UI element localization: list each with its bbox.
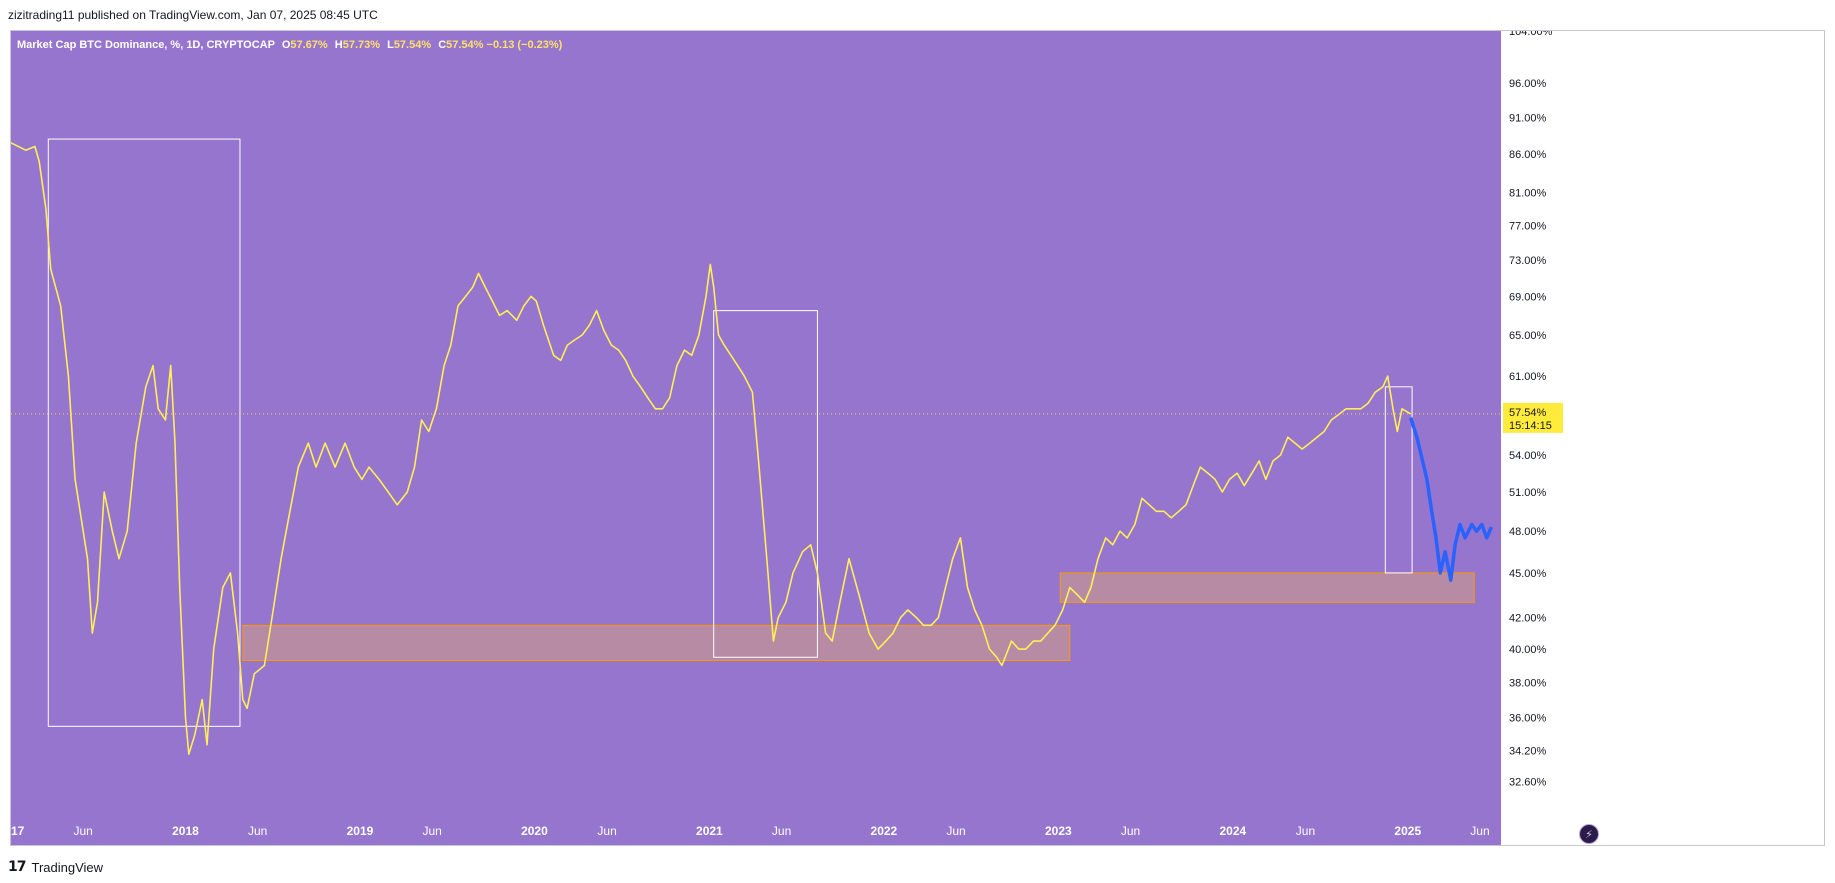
legend-change-value: −0.13 (−0.23%) [486,39,563,51]
x-tick-label: 2021 [696,824,723,838]
footer-brand[interactable]: 17 TradingView [8,856,103,878]
last-price-value: 57.54% [1509,407,1547,419]
y-tick-label: 54.00% [1509,450,1547,462]
y-tick-label: 32.60% [1509,776,1547,788]
legend-high-value: 57.73% [342,39,381,51]
y-tick-label: 42.00% [1509,613,1547,625]
x-tick-label: 2019 [347,824,374,838]
y-tick-label: 77.00% [1509,220,1547,232]
x-tick-label: Jun [1121,824,1140,838]
y-tick-label: 45.00% [1509,568,1547,580]
y-tick-label: 104.00% [1509,31,1553,38]
y-tick-label: 36.00% [1509,712,1547,724]
legend-close-key: C [438,39,447,51]
x-tick-label: Jun [74,824,93,838]
x-tick-label: Jun [772,824,791,838]
x-tick-label: Jun [597,824,616,838]
x-tick-label: 2022 [871,824,898,838]
x-tick-label: 2023 [1045,824,1072,838]
x-tick-label: Jun [1296,824,1315,838]
y-tick-label: 40.00% [1509,644,1547,656]
tradingview-logo-icon: 17 [8,859,27,875]
last-price-countdown: 15:14:15 [1509,420,1552,432]
highlight-box [1384,386,1413,574]
dominance-series-line [11,142,1412,756]
x-tick-label: 2024 [1219,824,1246,838]
x-tick-label: Jun [1470,824,1489,838]
x-tick-label: Jun [248,824,267,838]
y-tick-label: 48.00% [1509,526,1547,538]
y-tick-label: 81.00% [1509,188,1547,200]
legend-open-value: 57.67% [290,39,328,51]
x-tick-label: Jun [422,824,441,838]
y-tick-label: 86.00% [1509,149,1547,161]
published-header: zizitrading11 published on TradingView.c… [8,8,378,22]
y-tick-label: 38.00% [1509,677,1547,689]
x-tick-label: Jun [946,824,965,838]
y-tick-label: 69.00% [1509,291,1547,303]
plot-background [11,31,1501,814]
y-tick-label: 51.00% [1509,487,1547,499]
legend-low-value: 57.54% [393,39,432,51]
y-tick-label: 96.00% [1509,78,1547,90]
y-tick-label: 91.00% [1509,112,1547,124]
price-scale-background [1501,31,1824,845]
time-scale-background [11,814,1501,845]
x-tick-label: 2018 [172,824,199,838]
y-tick-label: 73.00% [1509,255,1547,267]
price-chart[interactable]: 104.00% 96.00% 91.00% 86.00% 81.00% 77.00% 73.… [11,31,1825,846]
footer-brand-label: TradingView [31,859,104,875]
support-zone [242,624,1071,662]
highlight-box [713,310,818,658]
lightning-bolt-icon[interactable]: ⚡ [1579,824,1599,844]
support-zone [1059,572,1475,603]
legend-title: Market Cap BTC Dominance, %, 1D, CRYPTOC… [17,39,275,51]
x-tick-label: 2020 [521,824,548,838]
y-tick-label: 65.00% [1509,330,1547,342]
highlight-box [47,138,241,727]
legend-close-value: 57.54% [446,39,484,51]
chart-panel[interactable]: 104.00% 96.00% 91.00% 86.00% 81.00% 77.00% 73.… [10,30,1825,846]
x-tick-label: 2017 [11,824,25,838]
legend-high-key: H [334,39,343,51]
projection-series-line [1409,417,1494,582]
chart-legend[interactable]: Market Cap BTC Dominance, %, 1D, CRYPTOC… [17,37,562,53]
x-tick-label: 2025 [1394,824,1421,838]
y-tick-label: 61.00% [1509,371,1547,383]
legend-low-key: L [387,39,394,51]
last-price-label-bg [1503,402,1563,433]
legend-open-key: O [281,39,291,51]
y-tick-label: 34.20% [1509,745,1547,757]
